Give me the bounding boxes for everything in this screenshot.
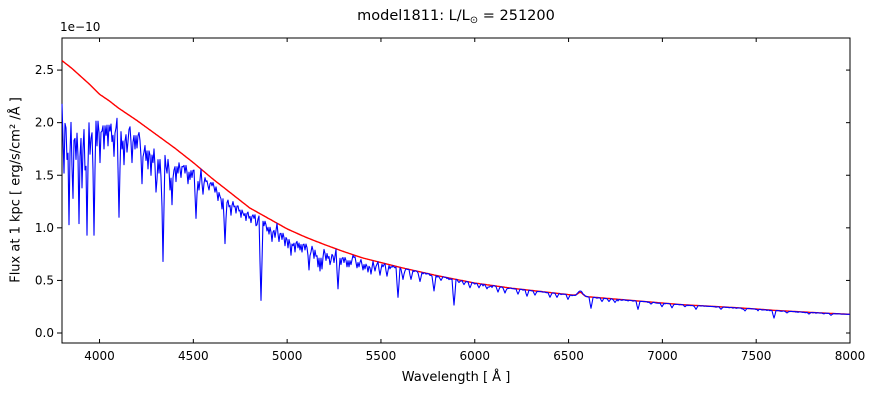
y-tick-label: 2.0: [35, 116, 54, 130]
y-tick-label: 2.5: [35, 63, 54, 77]
x-tick-label: 5000: [272, 349, 303, 363]
continuum-fit-line: [61, 60, 851, 315]
x-tick-label: 7000: [647, 349, 678, 363]
y-axis-offset-label: 1e−10: [60, 20, 101, 34]
x-axis-label: Wavelength [ Å ]: [401, 370, 511, 385]
x-tick-label: 7500: [741, 349, 772, 363]
x-tick-label: 6000: [459, 349, 490, 363]
x-tick-label: 8000: [835, 349, 866, 363]
plot-title-main: model1811: L/L: [357, 8, 470, 24]
y-tick-label: 1.5: [35, 168, 54, 182]
plot-title-value: = 251200: [478, 8, 555, 24]
y-tick-label: 0.0: [35, 326, 54, 340]
x-tick-label: 5500: [366, 349, 397, 363]
plot-title: model1811: L/L⊙ = 251200: [62, 8, 850, 26]
y-tick-label: 0.5: [35, 273, 54, 287]
sun-symbol: ⊙: [469, 15, 479, 26]
x-tick-label: 4500: [178, 349, 209, 363]
spectrum-line: [61, 103, 850, 319]
x-tick-label: 4000: [84, 349, 115, 363]
axes-frame: [61, 37, 851, 344]
x-tick-label: 6500: [553, 349, 584, 363]
y-tick-label: 1.0: [35, 221, 54, 235]
